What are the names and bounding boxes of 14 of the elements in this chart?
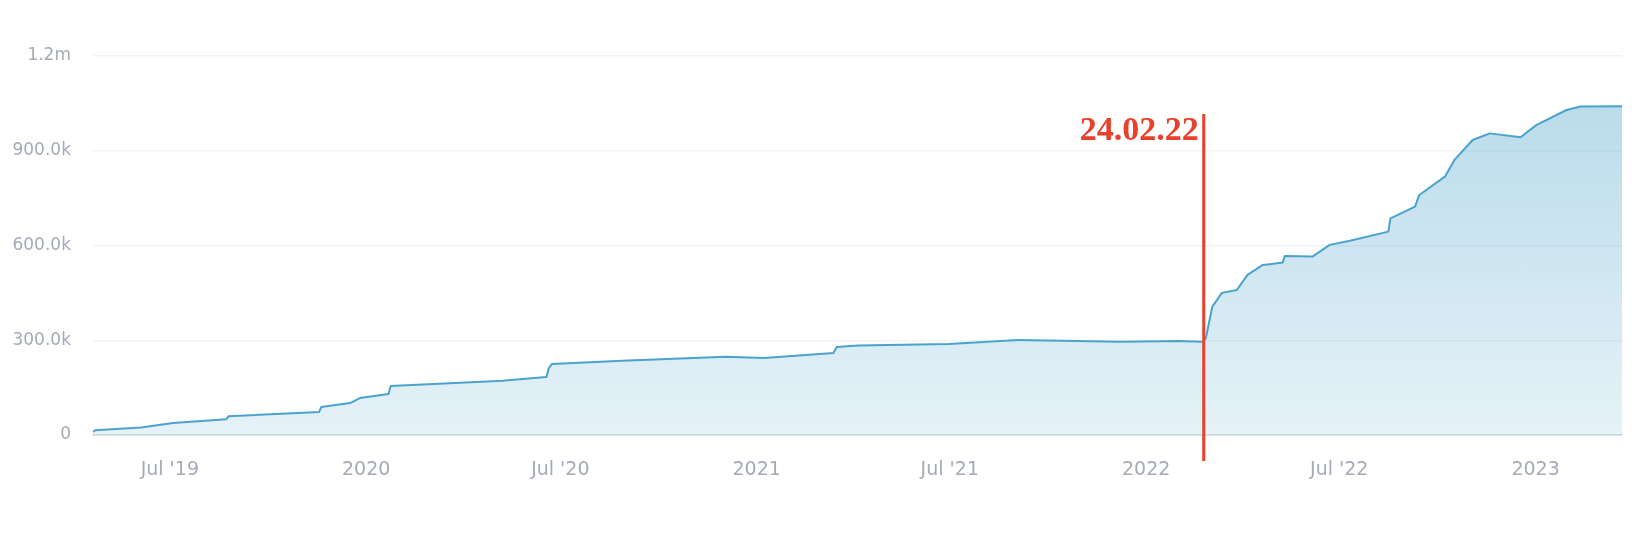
x-tick-label: Jul '20 xyxy=(530,457,590,480)
x-tick-label: Jul '21 xyxy=(919,457,979,480)
y-tick-label: 300.0k xyxy=(12,328,72,349)
x-tick-label: 2023 xyxy=(1511,457,1560,480)
y-tick-label: 1.2m xyxy=(27,44,71,65)
x-tick-label: 2020 xyxy=(341,457,391,480)
y-tick-label: 900.0k xyxy=(12,139,72,160)
y-tick-label: 0 xyxy=(60,423,71,444)
x-tick-label: Jul '19 xyxy=(139,457,200,480)
y-tick-label: 600.0k xyxy=(12,233,72,254)
x-tick-label: 2021 xyxy=(732,457,781,480)
x-tick-label: 2022 xyxy=(1121,457,1171,480)
x-tick-label: Jul '22 xyxy=(1309,457,1369,480)
ref-line-label: 24.02.22 xyxy=(1079,110,1199,147)
